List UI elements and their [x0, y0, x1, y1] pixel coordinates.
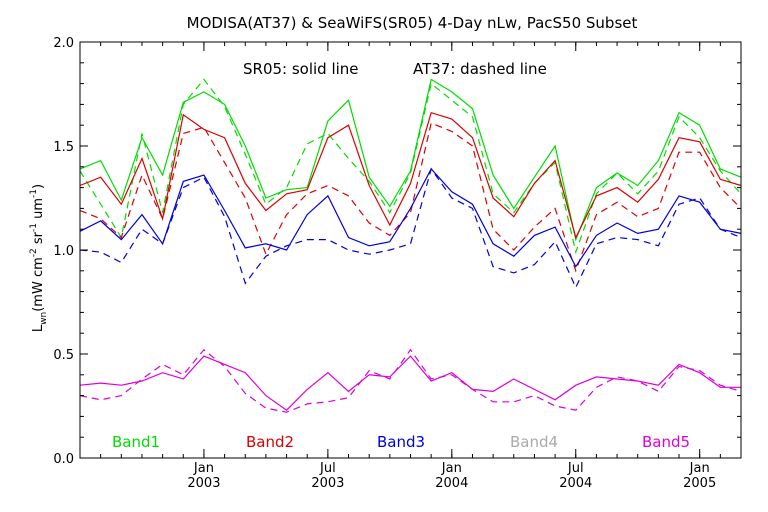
x-tick-month: Jul: [319, 461, 336, 476]
x-tick-year: 2004: [559, 476, 592, 491]
legend-band4: Band4: [510, 433, 558, 451]
legend-band3: Band3: [377, 433, 425, 451]
y-tick-label: 1.5: [53, 140, 74, 155]
series-band5-dashed: [79, 348, 742, 413]
y-axis-label: Lwn(mW cm-2 sr-1 um-1): [29, 184, 49, 332]
plot-frame: [79, 41, 742, 459]
chart-title: MODISA(AT37) & SeaWiFS(SR05) 4-Day nLw, …: [187, 14, 638, 32]
x-tick-month: Jan: [193, 461, 214, 476]
y-tick-label: 0.5: [53, 348, 74, 363]
series-band1-dashed: [79, 78, 742, 255]
legend: Band1 Band2 Band3 Band4 Band5: [112, 433, 690, 451]
axis-layer: 0.00.51.01.52.0Jan2003Jul2003Jan2004Jul2…: [53, 36, 742, 491]
x-tick-year: 2005: [683, 476, 716, 491]
x-tick-month: Jan: [689, 461, 710, 476]
legend-band2: Band2: [246, 433, 294, 451]
series-band3-solid: [79, 167, 742, 268]
x-tick-month: Jan: [441, 461, 462, 476]
series-layer: [79, 78, 742, 413]
solid-line-note: SR05: solid line: [243, 60, 359, 78]
series-band5-solid: [79, 355, 741, 411]
y-tick-label: 1.0: [53, 244, 74, 259]
y-tick-label: 2.0: [53, 36, 74, 51]
x-tick-month: Jul: [567, 461, 584, 476]
x-tick-year: 2003: [187, 476, 220, 491]
dashed-line-note: AT37: dashed line: [413, 60, 547, 78]
legend-band5: Band5: [642, 433, 690, 451]
series-band2-solid: [79, 111, 742, 240]
y-tick-label: 0.0: [53, 452, 74, 467]
legend-band1: Band1: [112, 433, 160, 451]
x-tick-year: 2003: [311, 476, 344, 491]
x-tick-year: 2004: [435, 476, 468, 491]
